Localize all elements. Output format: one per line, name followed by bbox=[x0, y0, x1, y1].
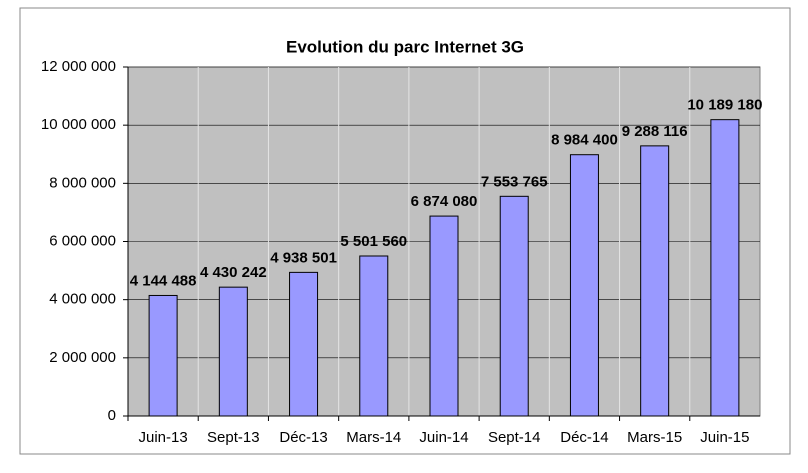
value-label: 4 430 242 bbox=[200, 264, 267, 281]
y-tick-label: 0 bbox=[108, 407, 116, 424]
bar bbox=[359, 255, 389, 417]
x-tick-label: Déc-13 bbox=[279, 429, 327, 446]
bar bbox=[499, 195, 529, 417]
y-tick-label: 8 000 000 bbox=[49, 174, 116, 191]
bar bbox=[640, 145, 670, 417]
value-label: 6 874 080 bbox=[411, 193, 478, 210]
value-label: 4 144 488 bbox=[130, 272, 197, 289]
bar bbox=[148, 294, 178, 417]
value-label: 10 189 180 bbox=[687, 97, 762, 114]
value-label: 7 553 765 bbox=[481, 173, 548, 190]
x-tick-label: Juin-15 bbox=[700, 429, 749, 446]
y-tick-label: 4 000 000 bbox=[49, 291, 116, 308]
bar bbox=[218, 286, 248, 417]
value-label: 5 501 560 bbox=[340, 233, 407, 250]
x-tick-label: Juin-14 bbox=[419, 429, 468, 446]
bar bbox=[429, 215, 459, 417]
x-tick-label: Mars-15 bbox=[627, 429, 682, 446]
x-tick-label: Juin-13 bbox=[139, 429, 188, 446]
x-tick-label: Déc-14 bbox=[560, 429, 608, 446]
y-tick-label: 2 000 000 bbox=[49, 349, 116, 366]
value-label: 8 984 400 bbox=[551, 132, 618, 149]
x-tick-label: Sept-13 bbox=[207, 429, 260, 446]
bar bbox=[289, 271, 319, 417]
x-tick-label: Mars-14 bbox=[346, 429, 401, 446]
value-label: 4 938 501 bbox=[270, 249, 337, 266]
x-tick-label: Sept-14 bbox=[488, 429, 541, 446]
y-tick-label: 6 000 000 bbox=[49, 232, 116, 249]
bar bbox=[710, 119, 740, 417]
y-tick-label: 10 000 000 bbox=[41, 116, 116, 133]
value-label: 9 288 116 bbox=[622, 123, 688, 140]
y-tick-label: 12 000 000 bbox=[41, 58, 116, 75]
chart-title: Evolution du parc Internet 3G bbox=[286, 37, 524, 56]
bar bbox=[569, 154, 599, 417]
